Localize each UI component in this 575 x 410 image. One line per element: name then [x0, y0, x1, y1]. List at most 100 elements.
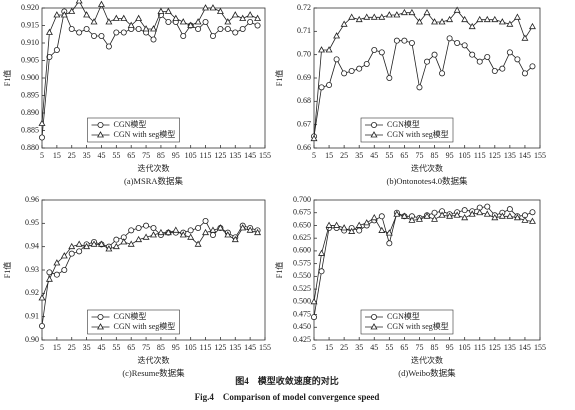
marker: [408, 40, 415, 47]
x-tick-label: 75: [415, 151, 423, 160]
marker: [378, 226, 386, 233]
marker: [476, 208, 484, 216]
y-tick-label: 0.915: [21, 20, 39, 29]
y-tick-label: 0.475: [293, 309, 311, 318]
marker: [135, 14, 143, 21]
marker: [194, 18, 202, 25]
marker: [506, 212, 514, 219]
marker: [216, 7, 224, 14]
chart-caption: (c)Resume数据集: [122, 368, 185, 378]
x-tick-label: 85: [431, 343, 439, 352]
marker: [484, 54, 491, 61]
legend-label: CGN模型: [387, 311, 420, 321]
marker: [97, 0, 105, 7]
y-tick-label: 0.68: [297, 96, 311, 105]
marker: [202, 228, 210, 236]
marker: [165, 18, 172, 25]
marker: [370, 213, 378, 221]
x-tick-label: 35: [355, 151, 363, 160]
marker: [370, 131, 378, 138]
x-tick-label: 5: [40, 151, 44, 160]
marker: [135, 235, 143, 243]
marker: [224, 231, 232, 238]
plot-frame: [313, 199, 541, 341]
y-tick-label: 0.95: [25, 218, 39, 227]
marker: [180, 33, 187, 40]
marker: [127, 21, 135, 28]
marker: [38, 294, 46, 301]
marker: [514, 56, 521, 63]
marker: [194, 240, 202, 247]
y-tick-label: 0.66: [297, 143, 311, 152]
marker: [385, 229, 393, 236]
marker: [105, 18, 113, 25]
marker: [325, 46, 333, 53]
marker: [340, 20, 348, 27]
x-tick-label: 125: [214, 151, 226, 160]
y-axis-label: F1值: [274, 70, 284, 86]
y-tick-label: 0.90: [25, 335, 39, 344]
y-axis-label: F1值: [2, 262, 12, 278]
marker: [98, 33, 105, 40]
x-tick-label: 125: [489, 343, 501, 352]
x-tick-label: 35: [355, 343, 363, 352]
marker: [356, 227, 363, 234]
marker: [400, 212, 408, 219]
marker: [172, 226, 180, 233]
legend-box: [360, 117, 454, 143]
marker: [135, 224, 142, 231]
marker: [325, 221, 333, 228]
x-tick-label: 25: [68, 343, 76, 352]
marker: [209, 226, 217, 233]
marker: [90, 18, 98, 25]
marker: [348, 13, 356, 20]
marker: [120, 238, 128, 245]
marker: [513, 13, 521, 20]
x-tick-label: 135: [229, 343, 241, 352]
x-axis-label: 迭代次数: [411, 355, 443, 365]
marker: [529, 209, 536, 216]
x-tick-label: 65: [127, 151, 135, 160]
marker: [318, 268, 325, 275]
chart-caption: (d)Weibo数据集: [398, 368, 456, 378]
y-tick-label: 0.92: [25, 288, 39, 297]
marker: [491, 68, 498, 75]
marker: [453, 211, 461, 218]
x-tick-label: 145: [519, 151, 531, 160]
marker: [202, 4, 210, 11]
marker: [45, 275, 53, 282]
marker: [385, 11, 393, 18]
x-tick-label: 155: [534, 343, 546, 352]
y-axis-label: F1值: [2, 70, 12, 86]
marker: [254, 14, 262, 21]
marker: [187, 233, 195, 240]
marker: [224, 18, 232, 25]
marker: [521, 34, 529, 41]
x-tick-label: 105: [459, 343, 471, 352]
x-tick-label: 65: [400, 343, 408, 352]
marker: [431, 51, 438, 58]
series-line: [41, 0, 258, 124]
marker: [164, 7, 172, 14]
legend-label: CGN with seg模型: [114, 321, 176, 331]
marker: [105, 43, 112, 50]
marker: [113, 236, 120, 243]
marker: [355, 15, 363, 23]
y-tick-label: 0.525: [293, 284, 311, 293]
marker: [491, 15, 499, 23]
marker: [370, 13, 378, 20]
marker: [521, 216, 529, 223]
x-tick-label: 75: [142, 343, 150, 352]
marker: [150, 25, 157, 32]
marker: [247, 18, 254, 25]
x-tick-label: 95: [172, 343, 180, 352]
marker: [150, 224, 157, 231]
marker: [216, 224, 224, 231]
figure-caption-en: Fig.4 Comparison of model convergence sp…: [195, 392, 380, 402]
marker: [53, 271, 60, 278]
y-tick-label: 0.675: [293, 208, 311, 217]
x-tick-label: 145: [244, 151, 256, 160]
marker: [97, 323, 104, 330]
x-tick-label: 75: [142, 151, 150, 160]
